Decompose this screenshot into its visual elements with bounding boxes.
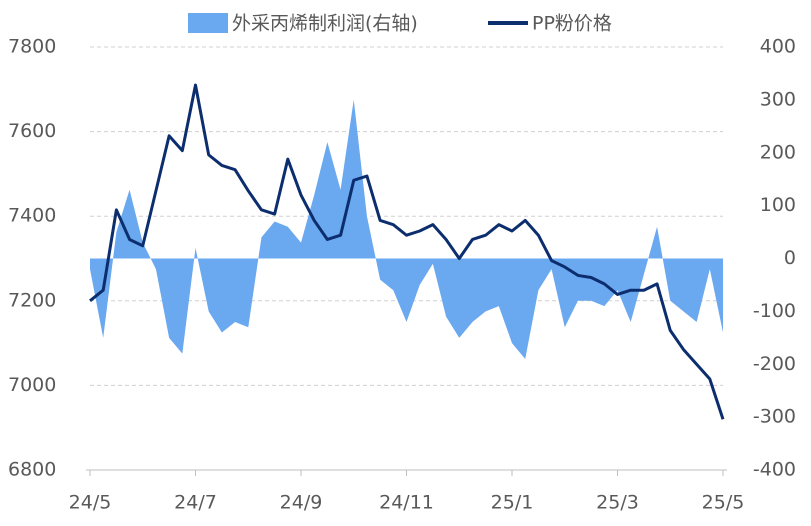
- y-tick-label: 7800: [8, 36, 56, 58]
- y2-tick-label: 100: [760, 194, 796, 216]
- legend-label: 外采丙烯制利润(右轴): [232, 13, 418, 35]
- x-tick-label: 25/3: [596, 492, 639, 514]
- profit-area: [90, 99, 723, 359]
- y-tick-label: 7400: [8, 205, 56, 227]
- y-tick-label: 7200: [8, 289, 56, 311]
- y2-tick-label: -100: [753, 300, 796, 322]
- x-tick-label: 24/11: [379, 492, 434, 514]
- y2-tick-label: 400: [760, 36, 796, 58]
- y-tick-label: 7600: [8, 120, 56, 142]
- legend-swatch: [188, 13, 228, 33]
- y2-tick-label: -300: [753, 406, 796, 428]
- y2-tick-label: 200: [760, 141, 796, 163]
- price-line: [89, 83, 725, 420]
- x-tick-label: 25/5: [702, 492, 745, 514]
- x-tick-label: 24/5: [69, 492, 112, 514]
- x-tick-label: 25/1: [491, 492, 534, 514]
- y2-tick-label: 300: [760, 88, 796, 110]
- legend-label: PP粉价格: [532, 13, 612, 35]
- y2-tick-label: -200: [753, 353, 796, 375]
- y-tick-label: 6800: [8, 459, 56, 481]
- y-tick-label: 7000: [8, 374, 56, 396]
- y2-tick-label: -400: [753, 459, 796, 481]
- y2-tick-label: 0: [784, 247, 796, 269]
- x-tick-label: 24/9: [280, 492, 323, 514]
- x-tick-label: 24/7: [174, 492, 217, 514]
